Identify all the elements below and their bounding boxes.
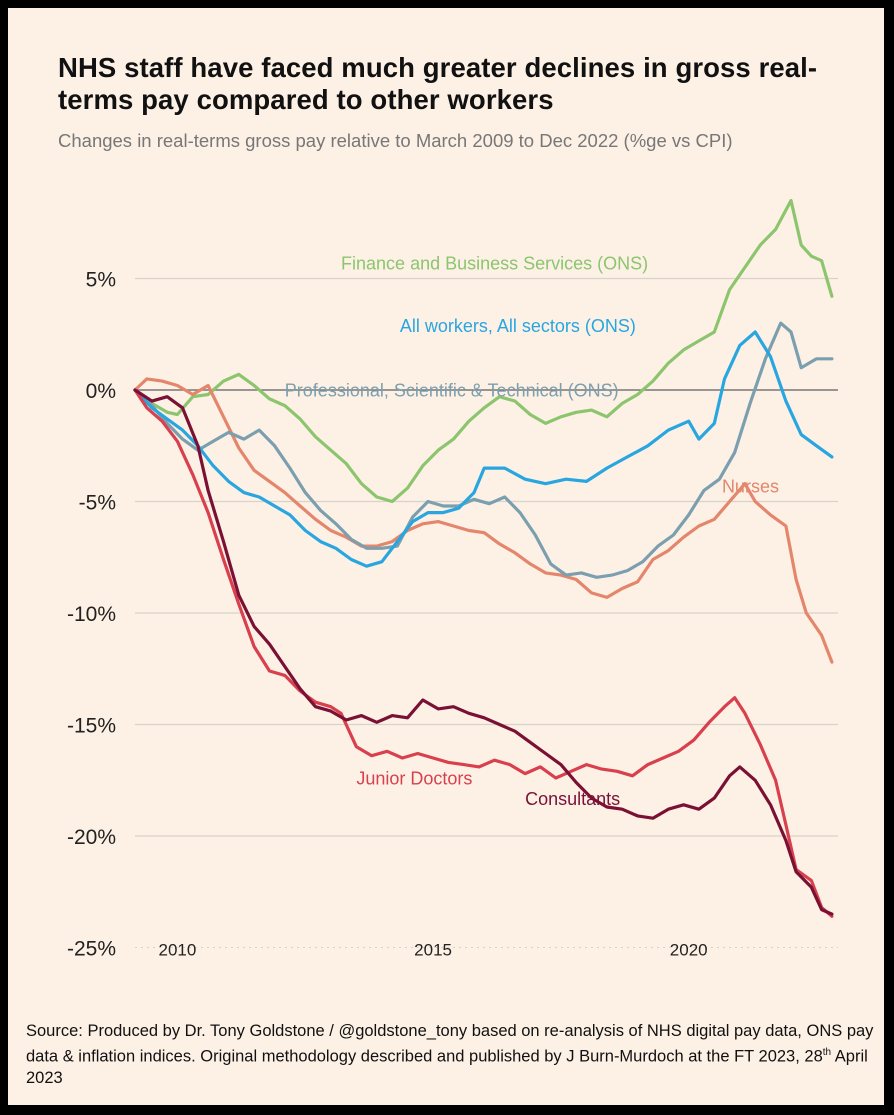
x-tick-label: 2015 — [414, 941, 452, 960]
series-line-nurses — [133, 377, 834, 664]
series-label-junior-doctors: Junior Doctors — [356, 769, 472, 789]
y-tick-label: 5% — [86, 269, 116, 292]
line-chart: 5% 0% -5% -10% -15% -20% -25% 2010 2015 2020 Fin… — [67, 198, 838, 961]
series-line-junior-doctors — [133, 388, 834, 918]
chart-panel: NHS staff have faced much greater declin… — [8, 8, 884, 1105]
x-axis-tick-labels: 2010 2015 2020 — [159, 941, 708, 960]
chart-title: NHS staff have faced much greater declin… — [58, 52, 818, 115]
series-label-consultants: Consultants — [525, 789, 620, 809]
y-tick-label: -25% — [67, 938, 116, 961]
source-superscript: th — [822, 1047, 832, 1058]
source-text-end: April 2023 — [26, 1047, 868, 1087]
source-note: Source: Produced by Dr. Tony Goldstone /… — [26, 1021, 876, 1089]
chart-subtitle: Changes in real-terms gross pay relative… — [58, 130, 733, 151]
series-label-professional-scientific-technical-ons: Professional, Scientific & Technical (ON… — [285, 381, 619, 401]
y-tick-label: -5% — [79, 492, 116, 515]
source-text: Source: Produced by Dr. Tony Goldstone /… — [26, 1022, 874, 1066]
series-label-nurses: Nurses — [722, 477, 779, 497]
y-tick-label: 0% — [86, 380, 116, 403]
x-tick-label: 2010 — [159, 941, 197, 960]
y-axis-tick-labels: 5% 0% -5% -10% -15% -20% -25% — [67, 269, 116, 961]
series-line-finance-and-business-services-ons — [133, 198, 834, 504]
y-tick-label: -15% — [67, 715, 116, 738]
series-lines — [133, 198, 834, 918]
series-line-consultants — [133, 388, 834, 916]
y-tick-label: -10% — [67, 603, 116, 626]
series-line-professional-scientific-technical-ons — [133, 321, 834, 579]
series-label-all-workers-all-sectors-ons: All workers, All sectors (ONS) — [400, 316, 636, 336]
x-tick-label: 2020 — [670, 941, 708, 960]
series-label-finance-and-business-services-ons: Finance and Business Services (ONS) — [341, 254, 648, 274]
y-tick-label: -20% — [67, 826, 116, 849]
series-line-all-workers-all-sectors-ons — [133, 330, 834, 568]
series-labels: Finance and Business Services (ONS) All w… — [285, 254, 779, 809]
